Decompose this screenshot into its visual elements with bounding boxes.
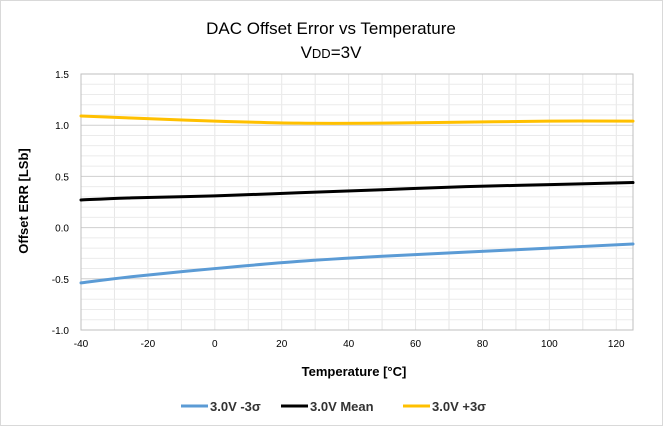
y-tick-label: -0.5 (52, 275, 70, 286)
series-line-3-0v-mean (79, 181, 635, 202)
x-tick-label: 80 (477, 339, 489, 350)
x-tick-label: 60 (410, 339, 422, 350)
plot-area-border (80, 73, 634, 331)
legend-label-3-0v-3: 3.0V +3σ (432, 399, 486, 414)
series-line-3-0v-3 (79, 242, 635, 285)
y-tick-label: 1.5 (55, 70, 69, 81)
legend-label-3-0v-mean: 3.0V Mean (310, 399, 374, 414)
series-group (79, 114, 635, 285)
chart-subtitle: VDD=3V (301, 43, 363, 62)
x-tick-label: 20 (276, 339, 288, 350)
y-tick-label: -1.0 (52, 326, 70, 337)
x-tick-label: -20 (141, 339, 156, 350)
subtitle-rest: =3V (331, 43, 362, 62)
x-tick-label: 120 (608, 339, 625, 350)
grid (80, 73, 634, 331)
y-tick-label: 0.5 (55, 172, 69, 183)
x-axis-label: Temperature [°C] (302, 364, 407, 379)
tick-labels: -40 -20 0 20 40 60 80 100 120 -1.0 -0.5 0.0 0.5 1.0 1.… (52, 70, 625, 350)
subtitle-sub: DD (312, 46, 331, 61)
x-tick-label: -40 (74, 339, 89, 350)
subtitle-main: V (301, 43, 313, 62)
y-tick-label: 1.0 (55, 121, 69, 132)
x-tick-label: 100 (541, 339, 558, 350)
chart-title: DAC Offset Error vs Temperature (206, 19, 456, 38)
x-tick-label: 0 (212, 339, 218, 350)
legend: 3.0V -3σ 3.0V Mean 3.0V +3σ (181, 399, 486, 414)
legend-label-3-0v-3: 3.0V -3σ (210, 399, 261, 414)
y-tick-label: 0.0 (55, 224, 69, 235)
x-tick-label: 40 (343, 339, 355, 350)
series-line-3-0v-3 (79, 114, 635, 125)
y-axis-label: Offset ERR [LSb] (16, 148, 31, 253)
